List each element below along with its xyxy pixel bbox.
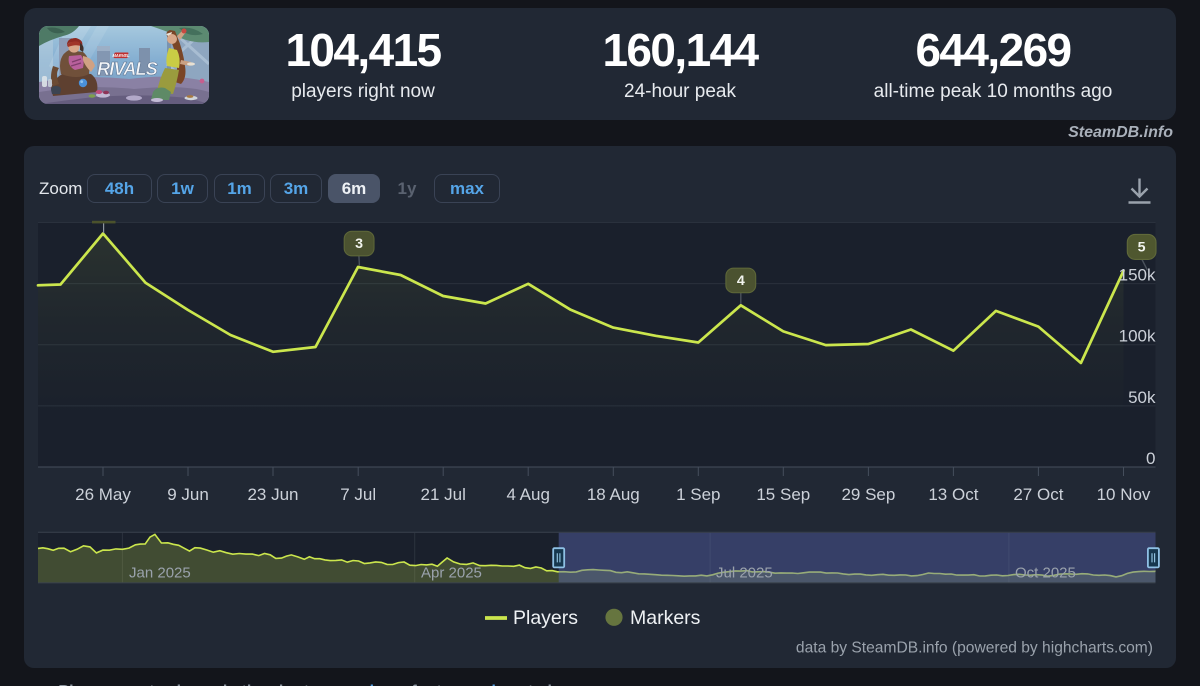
svg-text:5: 5 [1138, 239, 1146, 255]
svg-text:RIVALS: RIVALS [97, 59, 158, 79]
svg-text:MARVEL: MARVEL [112, 53, 131, 58]
svg-text:4 Aug: 4 Aug [506, 485, 550, 504]
svg-text:21 Jul: 21 Jul [421, 485, 466, 504]
svg-text:Apr 2025: Apr 2025 [421, 565, 482, 582]
svg-text:Markers: Markers [630, 607, 701, 629]
svg-text:Jul 2025: Jul 2025 [716, 565, 773, 582]
svg-text:10 Nov: 10 Nov [1097, 485, 1151, 504]
svg-text:Players: Players [513, 607, 578, 629]
svg-text:0: 0 [1146, 449, 1155, 468]
svg-text:7 Jul: 7 Jul [340, 485, 376, 504]
svg-text:100k: 100k [1119, 327, 1156, 346]
svg-text:26 May: 26 May [75, 485, 131, 504]
svg-text:Jan 2025: Jan 2025 [129, 565, 191, 582]
svg-text:29 Sep: 29 Sep [841, 485, 895, 504]
svg-text:18 Aug: 18 Aug [587, 485, 640, 504]
svg-text:50k: 50k [1128, 388, 1156, 407]
svg-text:Oct 2025: Oct 2025 [1015, 565, 1076, 582]
svg-text:15 Sep: 15 Sep [756, 485, 810, 504]
svg-text:9 Jun: 9 Jun [167, 485, 209, 504]
svg-text:27 Oct: 27 Oct [1013, 485, 1063, 504]
svg-text:13 Oct: 13 Oct [928, 485, 978, 504]
svg-text:23 Jun: 23 Jun [247, 485, 298, 504]
svg-text:150k: 150k [1119, 266, 1156, 285]
svg-text:4: 4 [737, 273, 745, 289]
svg-text:data by SteamDB.info (powered: data by SteamDB.info (powered by highcha… [796, 640, 1153, 657]
svg-text:1 Sep: 1 Sep [676, 485, 720, 504]
svg-text:3: 3 [355, 236, 363, 252]
